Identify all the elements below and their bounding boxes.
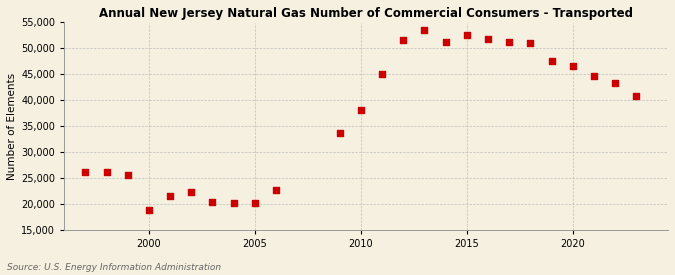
Point <box>440 40 451 44</box>
Point <box>228 201 239 205</box>
Point <box>377 72 387 76</box>
Point <box>419 28 430 32</box>
Point <box>546 59 557 63</box>
Point <box>271 188 281 192</box>
Y-axis label: Number of Elements: Number of Elements <box>7 73 17 180</box>
Point <box>461 33 472 37</box>
Point <box>207 200 218 204</box>
Point <box>483 37 493 41</box>
Point <box>589 74 599 79</box>
Point <box>525 40 536 45</box>
Point <box>504 40 514 44</box>
Point <box>631 94 642 98</box>
Point <box>567 64 578 68</box>
Point <box>80 170 90 174</box>
Text: Source: U.S. Energy Information Administration: Source: U.S. Energy Information Administ… <box>7 263 221 272</box>
Point <box>334 131 345 136</box>
Point <box>356 108 367 112</box>
Point <box>186 190 196 195</box>
Point <box>144 208 155 212</box>
Point <box>610 81 620 85</box>
Point <box>250 201 261 205</box>
Point <box>101 170 112 174</box>
Title: Annual New Jersey Natural Gas Number of Commercial Consumers - Transported: Annual New Jersey Natural Gas Number of … <box>99 7 633 20</box>
Point <box>165 193 176 198</box>
Point <box>398 38 408 42</box>
Point <box>122 173 133 178</box>
